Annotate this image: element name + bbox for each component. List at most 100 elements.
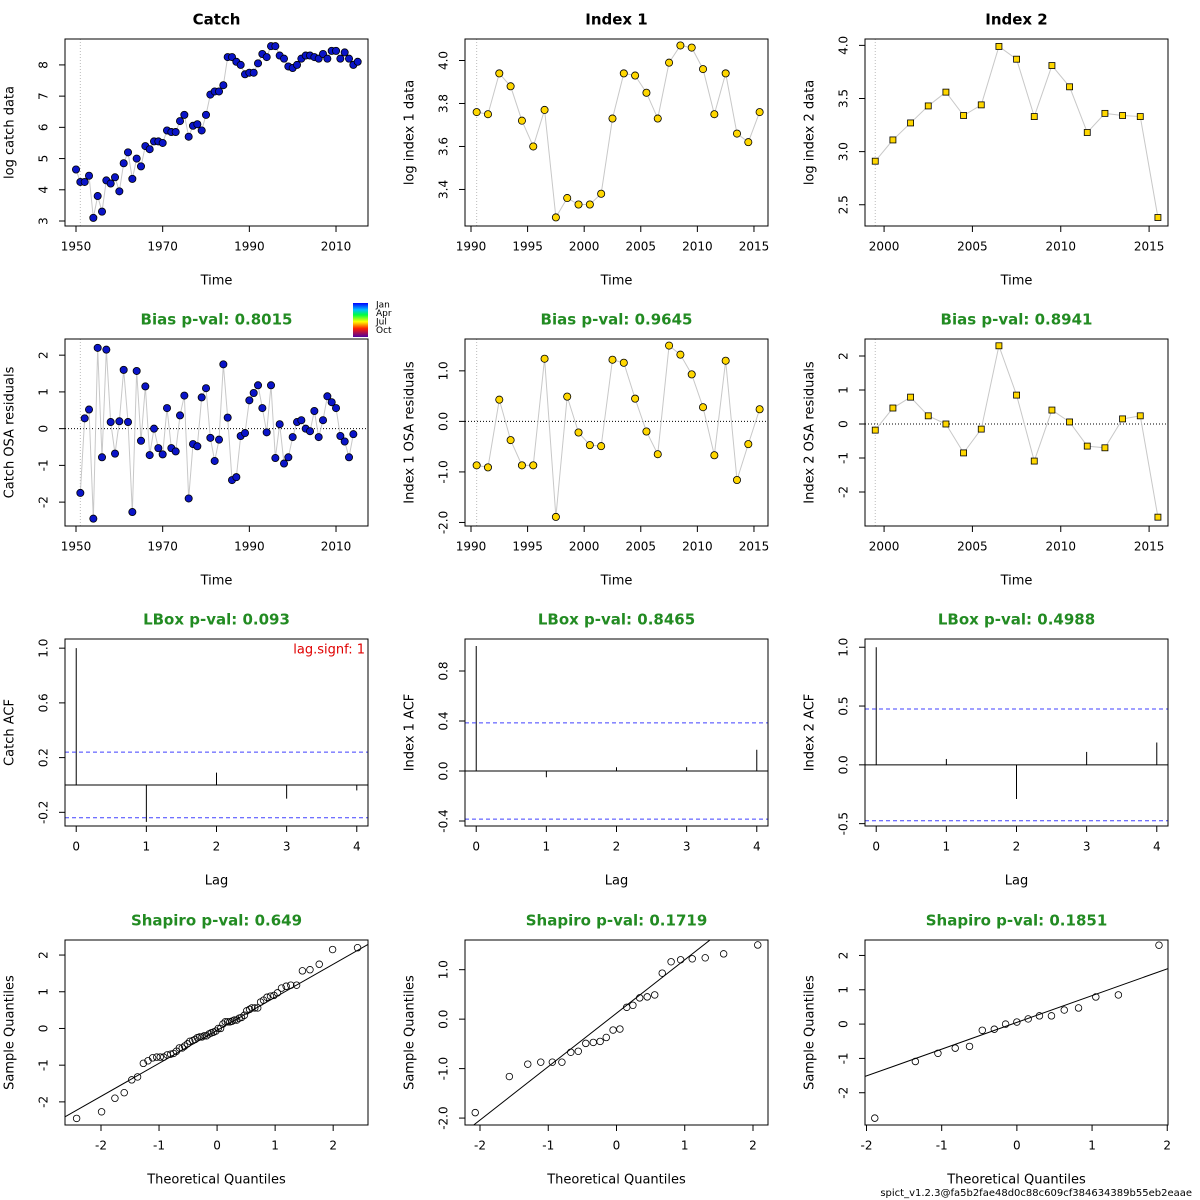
point: [687, 43, 696, 52]
point: [1136, 412, 1144, 420]
y-axis-label: Sample Quantiles: [403, 975, 418, 1090]
point: [80, 177, 89, 186]
point: [653, 450, 662, 459]
y-tick-label: -1.0: [437, 1057, 451, 1080]
x-tick-label: 0: [472, 840, 480, 854]
point: [128, 508, 137, 517]
plot-area: [65, 943, 368, 1123]
plot-frame: [464, 338, 769, 527]
qq-point: [582, 1039, 590, 1048]
point: [653, 114, 662, 123]
point: [137, 436, 146, 445]
x-axis-label: Theoretical Quantiles: [946, 1173, 1086, 1188]
qq-point: [596, 1037, 604, 1046]
point: [171, 128, 180, 137]
x-tick-label: 2010: [321, 540, 352, 554]
qq-point: [537, 1058, 545, 1066]
plot-area: [871, 39, 1162, 226]
panel-title: LBox p-val: 0.8465: [538, 611, 695, 629]
x-tick-label: 3: [683, 840, 691, 854]
x-tick-label: 0: [1013, 1139, 1021, 1153]
x-tick-label: 2015: [739, 240, 770, 254]
x-tick-label: 2015: [1134, 540, 1165, 554]
x-tick-label: 1990: [456, 540, 487, 554]
point: [254, 59, 263, 68]
point: [93, 343, 102, 352]
qq-point: [128, 1076, 136, 1084]
point: [310, 407, 319, 416]
y-tick-label: 0.5: [837, 696, 851, 715]
x-tick-label: 1: [1088, 1139, 1096, 1153]
point: [215, 87, 224, 96]
point: [1136, 113, 1144, 120]
season-colorbar: [353, 303, 368, 337]
y-tick-label: 4: [37, 186, 51, 194]
y-tick-label: -2: [37, 1096, 51, 1108]
qq-point: [676, 956, 685, 964]
point: [1048, 406, 1056, 414]
x-tick-label: 2015: [739, 540, 770, 554]
x-tick-label: 1950: [61, 240, 92, 254]
plot-area: [465, 646, 768, 820]
point: [197, 126, 206, 135]
point: [245, 396, 254, 405]
point: [340, 48, 349, 57]
point: [1083, 129, 1091, 136]
qq-point: [965, 1042, 974, 1051]
y-tick-label: 3.0: [837, 142, 851, 161]
x-tick-label: -1: [542, 1139, 554, 1153]
qq-point: [186, 1037, 194, 1046]
y-tick-label: -2.0: [437, 511, 451, 534]
qq-point: [1114, 991, 1123, 999]
panel: LBox p-val: 0.4988 Lag Index 2 ACF 0 1 2 3 4 -0.…: [803, 611, 1169, 889]
panel: Index 1 Time log index 1 data 1990 1995 2000 2…: [403, 11, 770, 289]
panel: Shapiro p-val: 0.1719 Theoretical Quantil…: [403, 912, 769, 1188]
x-tick-label: 4: [353, 840, 361, 854]
panel: Index 2 Time log index 2 data 2000 2005 2010 2…: [803, 11, 1169, 289]
point: [472, 461, 481, 470]
x-tick-label: 2015: [1134, 240, 1165, 254]
point: [262, 53, 271, 62]
qq-point: [97, 1108, 106, 1116]
point: [687, 370, 696, 379]
x-tick-label: -1: [153, 1139, 165, 1153]
plot-area: [865, 647, 1168, 822]
point: [907, 393, 914, 401]
point: [517, 461, 526, 470]
y-tick-label: 6: [37, 124, 51, 132]
series-line: [476, 344, 761, 517]
panel: Bias p-val: 0.8941 Time Index 2 OSA residu…: [803, 311, 1169, 589]
qq-point: [616, 1025, 624, 1033]
point: [93, 192, 102, 201]
point: [871, 426, 879, 434]
plot-frame: [864, 338, 1169, 527]
season-label: Jan: [375, 301, 390, 311]
y-tick-label: 1.0: [437, 361, 451, 380]
point: [995, 43, 1003, 50]
x-tick-label: 0: [213, 1139, 221, 1153]
y-tick-label: 3.4: [437, 180, 451, 199]
qq-point: [1024, 1015, 1032, 1023]
series-line: [874, 45, 1159, 218]
point: [236, 60, 245, 69]
y-tick-label: -2: [837, 486, 851, 498]
point: [1013, 391, 1020, 399]
y-tick-label: 4.0: [437, 51, 451, 70]
point: [219, 81, 228, 90]
point: [106, 179, 115, 188]
point: [608, 355, 617, 364]
x-tick-label: 3: [1083, 840, 1091, 854]
x-tick-label: 2: [749, 1139, 757, 1153]
plot-frame: [64, 939, 369, 1126]
point: [1030, 113, 1038, 120]
qq-point: [214, 1024, 222, 1033]
point: [176, 411, 185, 420]
x-tick-label: 3: [283, 840, 291, 854]
qq-point: [223, 1018, 232, 1026]
y-tick-label: 0.4: [437, 711, 451, 730]
point: [280, 54, 289, 63]
point: [336, 431, 345, 440]
plot-frame: [464, 638, 769, 827]
point: [128, 174, 137, 183]
